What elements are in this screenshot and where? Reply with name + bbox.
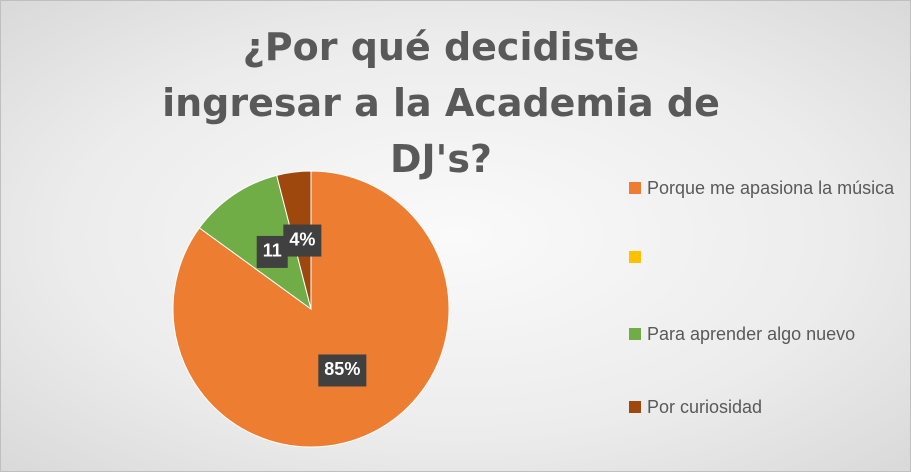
data-label: 85% [318,354,367,387]
data-label-box [256,235,288,268]
legend-label: Por curiosidad [647,397,763,417]
legend-item: Por curiosidad [629,392,899,422]
data-label-box [283,224,322,257]
data-label: 4% [283,224,322,257]
legend-label: Porque me apasiona la música [647,178,895,198]
chart-title: ¿Por qué decidiste ingresar a la Academi… [162,25,720,181]
data-label-box [318,354,367,387]
data-label-text: 4% [289,229,315,249]
legend-swatch [629,328,641,340]
legend-swatch [629,401,641,413]
legend-swatch [629,182,641,194]
pie-slice [198,174,312,311]
legend-item: Para aprender algo nuevo [629,319,899,349]
legend-swatch [629,251,641,263]
data-label-text: 85% [324,359,360,379]
pie-slice [172,170,450,448]
data-label: 11 [256,235,288,268]
data-label-text: 11 [263,241,282,261]
legend-label: Para aprender algo nuevo [647,324,856,344]
legend-item: Porque me apasiona la música [629,173,899,203]
